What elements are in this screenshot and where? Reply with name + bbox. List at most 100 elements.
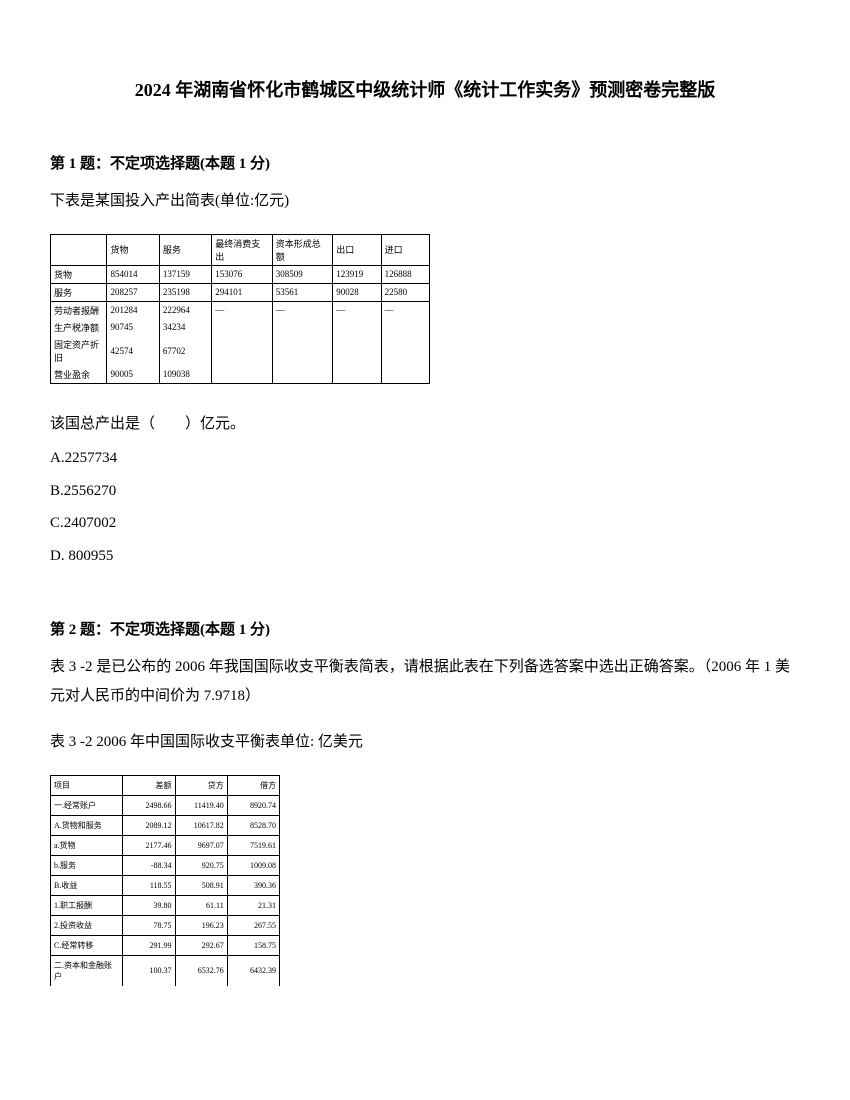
table-cell [381, 336, 429, 366]
table-cell: 90005 [107, 366, 159, 384]
table-cell: — [272, 301, 332, 319]
table-cell: 137159 [159, 265, 211, 283]
table-header: 差额 [123, 775, 175, 795]
q2-text: 表 3 -2 是已公布的 2006 年我国国际收支平衡表简表，请根据此表在下列备… [50, 653, 800, 710]
table-cell: 153076 [212, 265, 272, 283]
table-cell: C.经常转移 [51, 935, 123, 955]
table-cell: 208257 [107, 283, 159, 301]
table-header: 进口 [381, 234, 429, 265]
table-cell: 9697.07 [175, 835, 227, 855]
table-cell [272, 366, 332, 384]
q1-option-c: C.2407002 [50, 509, 800, 538]
table-header: 贷方 [175, 775, 227, 795]
table-cell [272, 336, 332, 366]
table-cell: 二.资本和金融账户 [51, 955, 123, 986]
table-cell: 固定资产折旧 [51, 336, 107, 366]
q1-option-a: A.2257734 [50, 444, 800, 473]
table-cell [212, 336, 272, 366]
table-cell: 126888 [381, 265, 429, 283]
table-cell: 118.55 [123, 875, 175, 895]
table-cell: 21.31 [227, 895, 279, 915]
table-cell: 390.36 [227, 875, 279, 895]
table-cell: 201284 [107, 301, 159, 319]
q2-table: 项目 差额 贷方 借方 一.经常账户 2498.66 11419.40 8920… [50, 775, 280, 986]
table-cell: 营业盈余 [51, 366, 107, 384]
table-cell: 854014 [107, 265, 159, 283]
table-header: 项目 [51, 775, 123, 795]
table-cell: 235198 [159, 283, 211, 301]
table-header: 最终消费支出 [212, 234, 272, 265]
table-header: 借方 [227, 775, 279, 795]
table-cell: a.货物 [51, 835, 123, 855]
table-cell: 100.37 [123, 955, 175, 986]
table-cell: 1009.08 [227, 855, 279, 875]
table-cell [333, 336, 381, 366]
table-cell: 291.99 [123, 935, 175, 955]
table-cell: 90745 [107, 319, 159, 336]
q2-header: 第 2 题：不定项选择题(本题 1 分) [50, 618, 800, 639]
table-cell: A.货物和服务 [51, 815, 123, 835]
table-cell [333, 366, 381, 384]
table-cell [333, 319, 381, 336]
table-cell: 508.91 [175, 875, 227, 895]
table-cell: 2089.12 [123, 815, 175, 835]
table-cell: 11419.40 [175, 795, 227, 815]
table-cell: — [333, 301, 381, 319]
table-cell: 294101 [212, 283, 272, 301]
table-cell [381, 366, 429, 384]
table-cell: 67702 [159, 336, 211, 366]
table-cell: 61.11 [175, 895, 227, 915]
table-cell: 7519.61 [227, 835, 279, 855]
table-cell: 158.75 [227, 935, 279, 955]
table-cell: 货物 [51, 265, 107, 283]
q1-header: 第 1 题：不定项选择题(本题 1 分) [50, 152, 800, 173]
table-cell: 53561 [272, 283, 332, 301]
table-header: 出口 [333, 234, 381, 265]
table-cell [212, 319, 272, 336]
table-cell: 22580 [381, 283, 429, 301]
q1-options: A.2257734 B.2556270 C.2407002 D. 800955 [50, 444, 800, 570]
table-cell: 267.55 [227, 915, 279, 935]
table-cell: 一.经常账户 [51, 795, 123, 815]
table-cell: 78.75 [123, 915, 175, 935]
table-cell: B.收益 [51, 875, 123, 895]
table-cell: — [212, 301, 272, 319]
table-cell: 222964 [159, 301, 211, 319]
table-header: 货物 [107, 234, 159, 265]
table-cell: 90028 [333, 283, 381, 301]
q1-table: 货物 服务 最终消费支出 资本形成总额 出口 进口 货物 854014 1371… [50, 234, 430, 384]
table-cell: 1.职工报酬 [51, 895, 123, 915]
table-cell: 2177.46 [123, 835, 175, 855]
table-cell: 109038 [159, 366, 211, 384]
table-cell: 10617.82 [175, 815, 227, 835]
table-cell: 8920.74 [227, 795, 279, 815]
table-cell: 服务 [51, 283, 107, 301]
table-cell: 42574 [107, 336, 159, 366]
table-header: 服务 [159, 234, 211, 265]
q1-prompt: 该国总产出是（ ）亿元。 [50, 410, 800, 439]
table-header: 资本形成总额 [272, 234, 332, 265]
q1-option-d: D. 800955 [50, 542, 800, 571]
table-cell: 292.67 [175, 935, 227, 955]
table-cell: 123919 [333, 265, 381, 283]
table-cell: 34234 [159, 319, 211, 336]
table-cell: b.服务 [51, 855, 123, 875]
page-title: 2024 年湖南省怀化市鹤城区中级统计师《统计工作实务》预测密卷完整版 [50, 76, 800, 102]
q2-table-wrapper: 项目 差额 贷方 借方 一.经常账户 2498.66 11419.40 8920… [50, 775, 800, 986]
table-header [51, 234, 107, 265]
table-cell: 920.75 [175, 855, 227, 875]
table-cell: — [381, 301, 429, 319]
table-cell: 劳动者报酬 [51, 301, 107, 319]
q1-text: 下表是某国投入产出简表(单位:亿元) [50, 187, 800, 216]
q1-table-wrapper: 货物 服务 最终消费支出 资本形成总额 出口 进口 货物 854014 1371… [50, 234, 800, 384]
table-cell [381, 319, 429, 336]
table-cell: 2498.66 [123, 795, 175, 815]
table-cell: 2.投资收益 [51, 915, 123, 935]
table-cell: 生产税净额 [51, 319, 107, 336]
table-cell: 39.80 [123, 895, 175, 915]
table-cell: 308509 [272, 265, 332, 283]
table-cell [272, 319, 332, 336]
table-cell: 8528.70 [227, 815, 279, 835]
table-cell: -88.34 [123, 855, 175, 875]
table-cell: 196.23 [175, 915, 227, 935]
